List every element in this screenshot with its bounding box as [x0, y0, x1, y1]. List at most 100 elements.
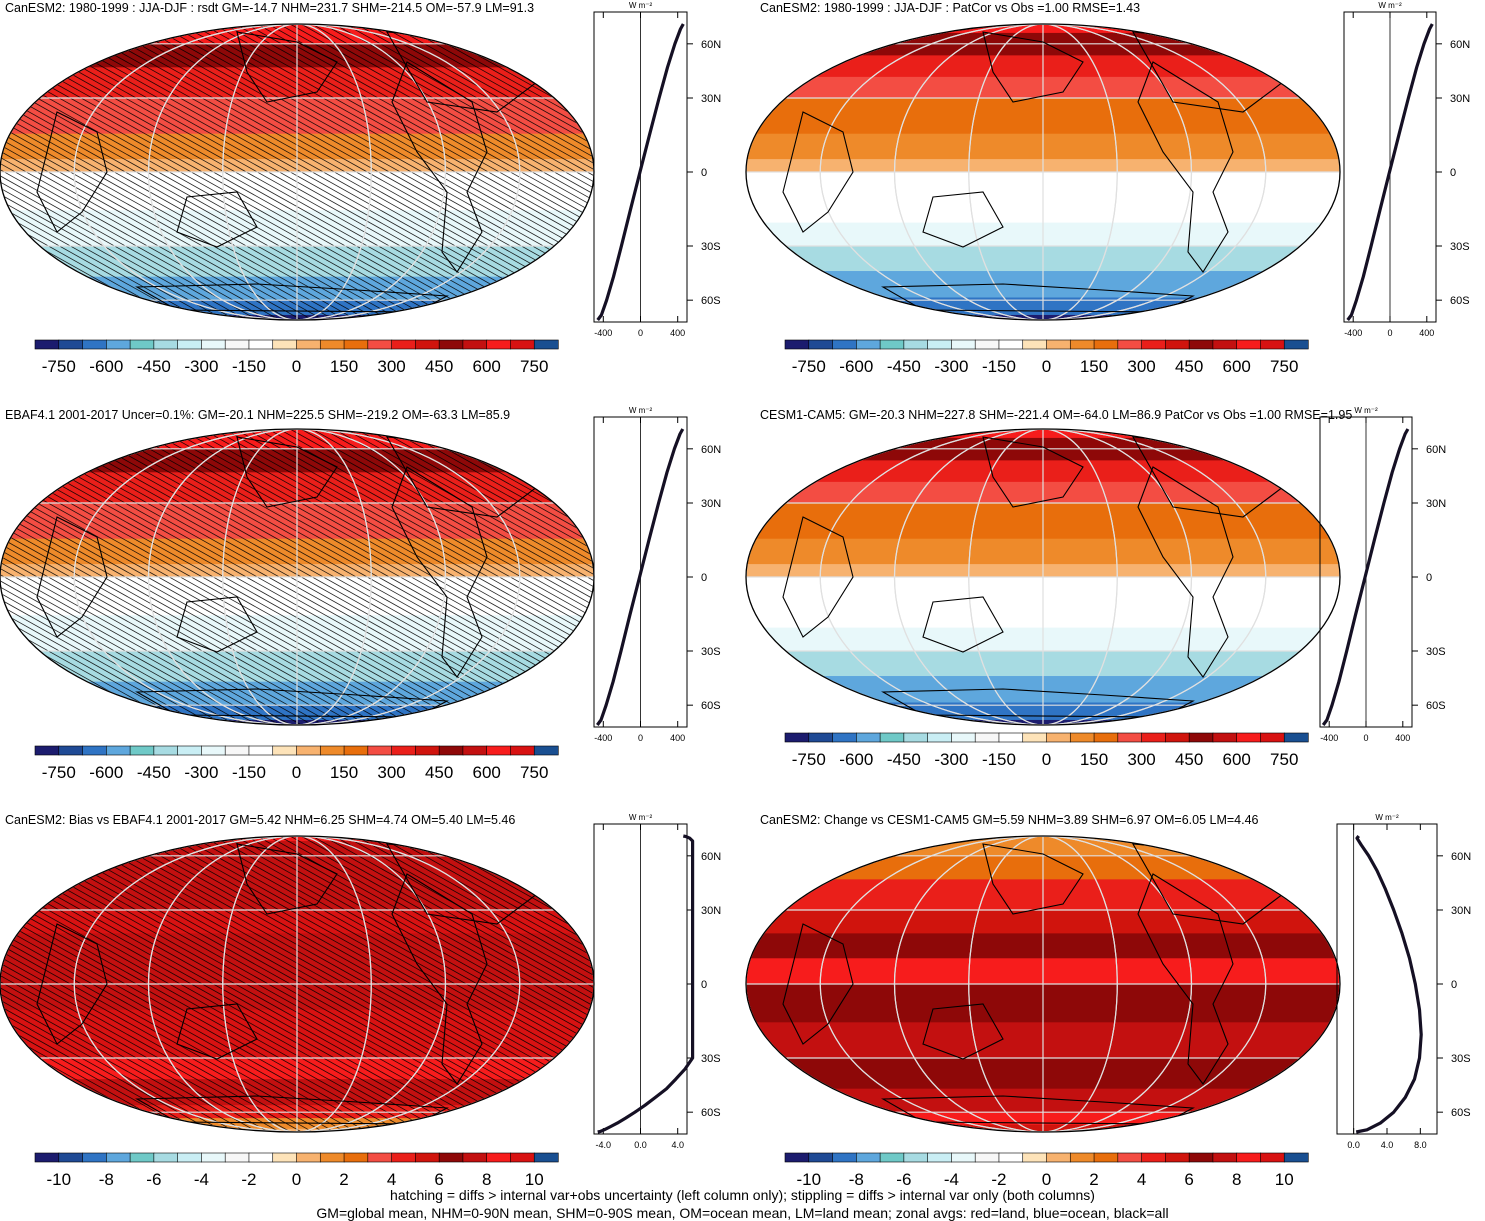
coastline [36, 111, 108, 233]
coastline [36, 516, 108, 638]
colorbar-swatch [343, 1152, 369, 1163]
colorbar-swatch [201, 339, 226, 350]
profile-ytick-label: 60N [1426, 444, 1446, 456]
colorbar-label: -2 [241, 1170, 256, 1189]
colorbar-swatch [129, 745, 155, 756]
colorbar-label: -6 [896, 1170, 911, 1189]
colorbar-swatch [1260, 732, 1285, 743]
coastline [391, 466, 488, 678]
colorbar: -10 -8 -6 -4 -2 0 2 4 6 8 10 [34, 1152, 559, 1189]
colorbar-swatch [784, 732, 810, 743]
colorbar-swatch [903, 1152, 929, 1163]
colorbar-swatch [856, 339, 881, 350]
colorbar-label: 0 [1042, 357, 1051, 376]
colorbar-swatch [319, 1152, 345, 1163]
footer-line-2: GM=global mean, NHM=0-90N mean, SHM=0-90… [316, 1205, 1169, 1221]
profile-ytick-label: 60S [1450, 295, 1470, 307]
colorbar-label: -10 [46, 1170, 71, 1189]
colorbar-swatch [1188, 339, 1214, 350]
colorbar-swatch [272, 1152, 298, 1163]
colorbar-swatch [296, 1152, 321, 1163]
profile-units: W m⁻² [1354, 406, 1378, 415]
profile-units: W m⁻² [629, 406, 653, 415]
colorbar-label: 0 [292, 1170, 301, 1189]
colorbar-swatch [296, 745, 321, 756]
colorbar-swatch [58, 1152, 84, 1163]
colorbar-label: -6 [146, 1170, 161, 1189]
colorbar-swatch [1093, 732, 1119, 743]
profile-xtick-label: 400 [1395, 733, 1410, 743]
profile-ytick-label: 30S [701, 241, 721, 253]
colorbar-swatch [784, 1152, 810, 1163]
colorbar-swatch [1236, 1152, 1262, 1163]
profile-xtick-label: 0.0 [1347, 1140, 1360, 1150]
colorbar-label: 600 [472, 763, 500, 782]
profile-xtick-label: 400 [1419, 328, 1434, 338]
colorbar-swatch [129, 1152, 155, 1163]
profile-xtick-label: 400 [670, 328, 685, 338]
colorbar-swatch [319, 745, 345, 756]
colorbar-label: -450 [887, 357, 921, 376]
coastline [922, 596, 1004, 653]
panel-1: CanESM2: 1980-1999 : JJA-DJF : rsdt GM=-… [0, 1, 721, 376]
colorbar-label: 300 [377, 763, 405, 782]
colorbar-swatch [34, 1152, 60, 1163]
coastline [391, 61, 488, 273]
colorbar-swatch [1022, 1152, 1048, 1163]
profile-ytick-label: 30N [1451, 905, 1471, 917]
profile-ytick-label: 0 [1426, 572, 1432, 584]
colorbar-swatch [808, 1152, 834, 1163]
profile-frame [1336, 823, 1438, 1135]
colorbar-label: 450 [425, 763, 453, 782]
colorbar-swatch [998, 1152, 1024, 1163]
profile-xtick-label: -400 [1320, 733, 1338, 743]
profile-ytick-label: 30N [1450, 93, 1470, 105]
colorbar-label: -450 [137, 763, 171, 782]
colorbar-swatch [367, 745, 393, 756]
profile-ytick-label: 60N [1450, 39, 1470, 51]
colorbar-label: 750 [1270, 750, 1298, 769]
colorbar-label: 150 [330, 357, 358, 376]
profile-line [597, 834, 695, 1134]
colorbar-swatch [438, 339, 464, 350]
colorbar-swatch [1212, 732, 1238, 743]
colorbar-swatch [415, 1152, 440, 1163]
zonal-profile: W m⁻² -400 0 400 60N 30N 0 30S 60S [1343, 1, 1470, 338]
colorbar-swatch [856, 1152, 881, 1163]
colorbar-label: 600 [1222, 750, 1250, 769]
colorbar-label: -600 [839, 750, 873, 769]
colorbar-swatch [177, 1152, 203, 1163]
colorbar-swatch [367, 1152, 393, 1163]
profile-ytick-label: 0 [701, 979, 707, 991]
colorbar-swatch [1283, 339, 1309, 350]
profile-ytick-label: 0 [1451, 979, 1457, 991]
colorbar-label: 300 [377, 357, 405, 376]
colorbar-swatch [272, 745, 298, 756]
coastline [982, 436, 1084, 508]
profile-xtick-label: -400 [594, 733, 612, 743]
profile-line [1321, 428, 1410, 726]
coastline [236, 436, 338, 508]
colorbar-swatch [1260, 339, 1285, 350]
colorbar-swatch [998, 732, 1024, 743]
colorbar-label: 0 [1042, 1170, 1051, 1189]
panel-title: CanESM2: Bias vs EBAF4.1 2001-2017 GM=5.… [5, 813, 515, 827]
colorbar-swatch [462, 339, 488, 350]
colorbar-label: 300 [1127, 750, 1155, 769]
colorbar-label: -750 [42, 357, 76, 376]
profile-ytick-label: 30N [701, 905, 721, 917]
colorbar-swatch [177, 745, 203, 756]
profile-xtick-label: -400 [1344, 328, 1362, 338]
profile-ytick-label: 30S [701, 1053, 721, 1065]
colorbar-swatch [1260, 1152, 1285, 1163]
panel-title: CESM1-CAM5: GM=-20.3 NHM=227.8 SHM=-221.… [760, 408, 1352, 422]
profile-ytick-label: 60S [701, 1107, 721, 1119]
colorbar-label: -300 [184, 357, 218, 376]
profile-xtick-label: 8.0 [1414, 1140, 1427, 1150]
colorbar-swatch [82, 1152, 107, 1163]
colorbar-label: -750 [42, 763, 76, 782]
colorbar-swatch [974, 339, 1000, 350]
coastline [1137, 466, 1234, 678]
colorbar-label: 750 [520, 763, 548, 782]
profile-ytick-label: 0 [1450, 167, 1456, 179]
